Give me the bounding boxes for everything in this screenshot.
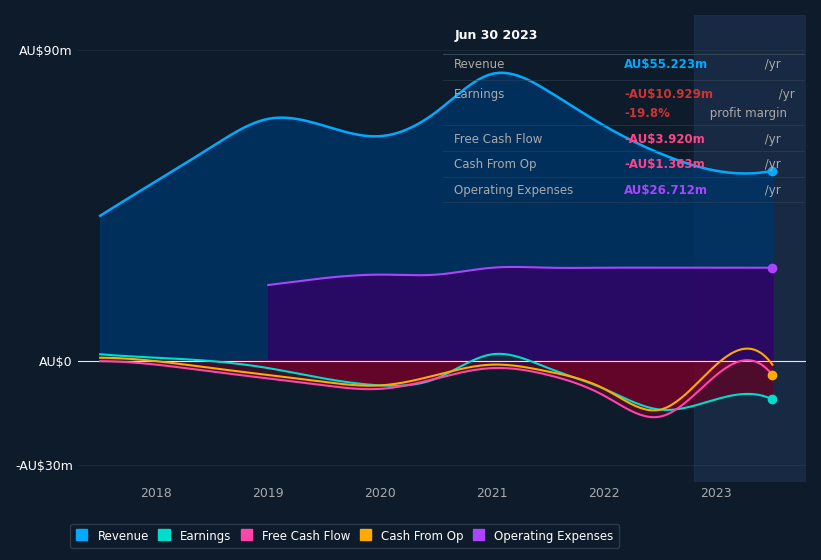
Text: Earnings: Earnings	[454, 88, 506, 101]
Text: Jun 30 2023: Jun 30 2023	[454, 30, 538, 43]
Text: /yr: /yr	[761, 133, 781, 146]
Text: AU$55.223m: AU$55.223m	[624, 58, 708, 72]
Bar	[694, 15, 806, 482]
Text: /yr: /yr	[761, 158, 781, 171]
Text: AU$26.712m: AU$26.712m	[624, 184, 708, 197]
Text: -AU$1.363m: -AU$1.363m	[624, 158, 704, 171]
Text: -AU$3.920m: -AU$3.920m	[624, 133, 704, 146]
Text: /yr: /yr	[761, 184, 781, 197]
Text: Revenue: Revenue	[454, 58, 506, 72]
Text: /yr: /yr	[761, 58, 781, 72]
Text: profit margin: profit margin	[706, 108, 787, 120]
Text: /yr: /yr	[775, 88, 795, 101]
Text: Cash From Op: Cash From Op	[454, 158, 537, 171]
Text: -AU$10.929m: -AU$10.929m	[624, 88, 713, 101]
Text: -19.8%: -19.8%	[624, 108, 670, 120]
Text: Operating Expenses: Operating Expenses	[454, 184, 573, 197]
Text: Free Cash Flow: Free Cash Flow	[454, 133, 543, 146]
Legend: Revenue, Earnings, Free Cash Flow, Cash From Op, Operating Expenses: Revenue, Earnings, Free Cash Flow, Cash …	[71, 524, 619, 548]
